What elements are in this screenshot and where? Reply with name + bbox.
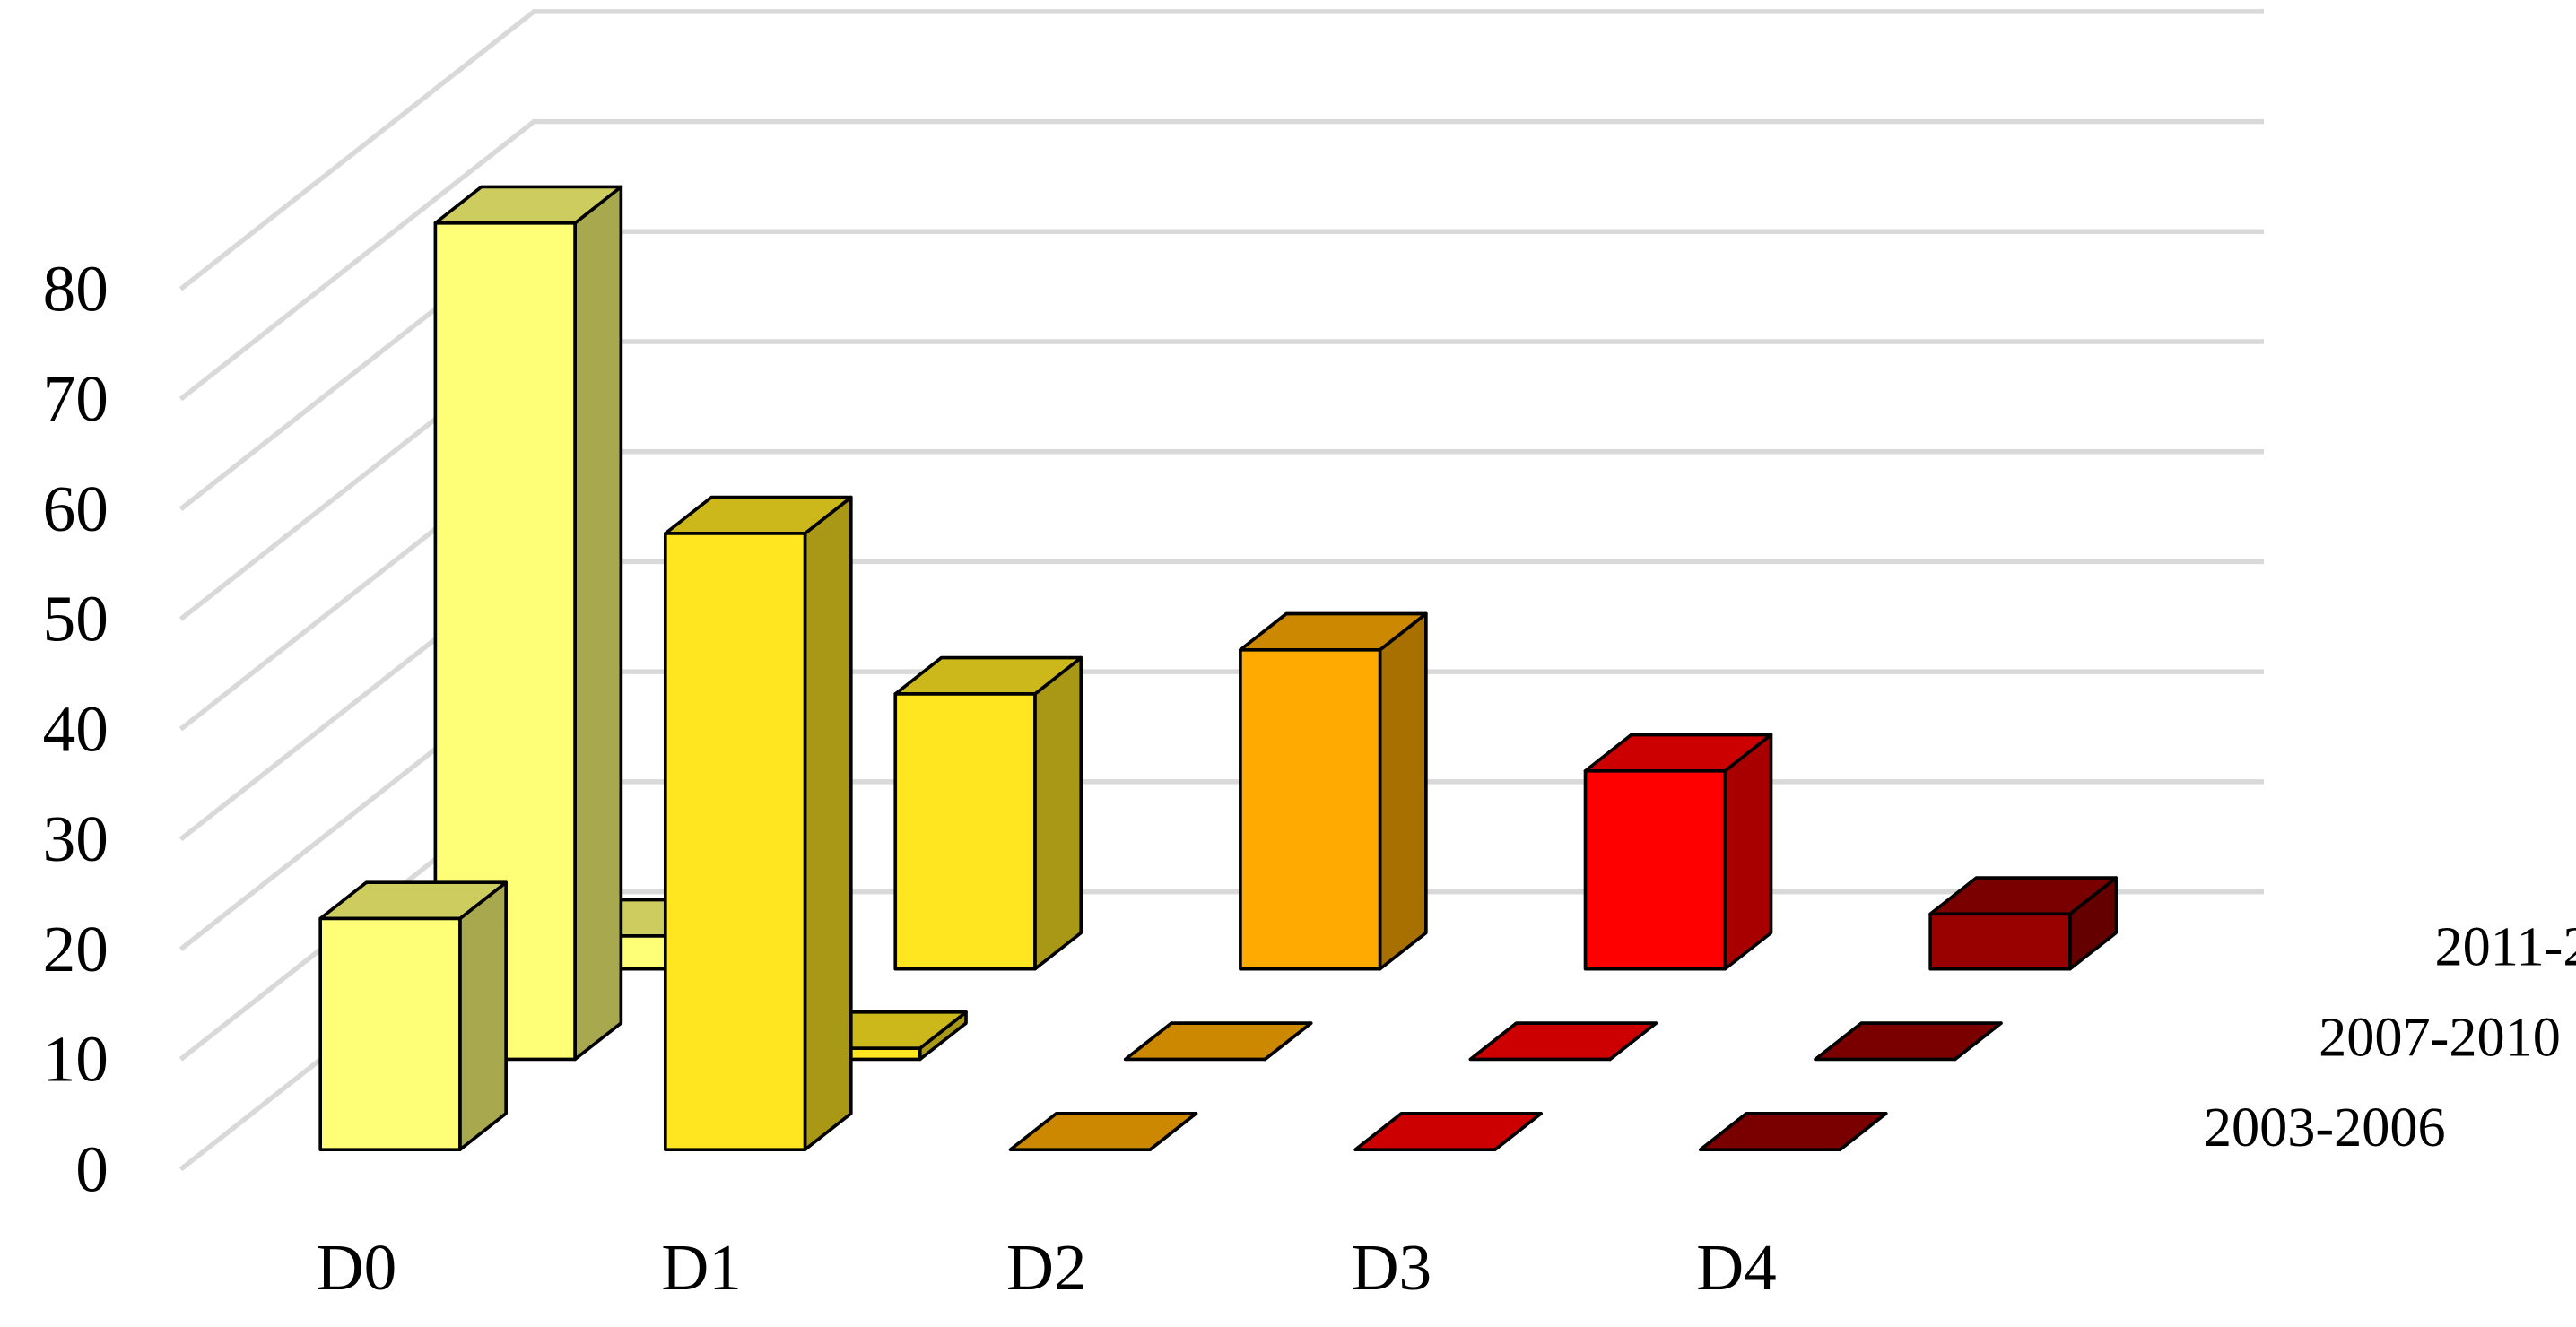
bar xyxy=(1583,768,1727,971)
bar xyxy=(663,532,807,1151)
bar-side xyxy=(573,185,623,1062)
y-tick-label: 10 xyxy=(43,1023,109,1096)
y-tick-label: 70 xyxy=(43,362,109,435)
bar-side xyxy=(1723,733,1773,971)
series-label: 2003-2006 xyxy=(2204,1097,2446,1158)
x-tick-label: D0 xyxy=(317,1231,397,1304)
x-tick-label: D1 xyxy=(661,1231,742,1304)
bar-top xyxy=(1698,1112,1888,1151)
bar xyxy=(1928,912,2072,971)
y-tick-label: 40 xyxy=(43,692,109,765)
grid-line xyxy=(178,118,2264,402)
grid-line xyxy=(178,9,2264,291)
bar xyxy=(893,692,1037,971)
bar-top xyxy=(1468,1021,1658,1062)
bar-side xyxy=(1033,655,1083,971)
y-tick-label: 60 xyxy=(43,473,109,545)
bar-side xyxy=(803,495,853,1151)
bar-top xyxy=(1123,1021,1313,1062)
bar-side xyxy=(458,880,508,1151)
y-tick-label: 50 xyxy=(43,583,109,655)
bar-top xyxy=(1353,1112,1543,1151)
bar xyxy=(1239,647,1382,971)
series-label: 2011-2014 xyxy=(2434,917,2576,978)
y-tick-label: 20 xyxy=(43,913,109,985)
bar-top xyxy=(1814,1021,2003,1062)
bar xyxy=(318,916,462,1151)
bar-side xyxy=(1378,611,1428,971)
x-tick-label: D2 xyxy=(1006,1231,1087,1304)
bar-top xyxy=(1008,1112,1198,1151)
series-label: 2007-2010 xyxy=(2319,1007,2561,1068)
x-tick-label: D4 xyxy=(1696,1231,1777,1304)
y-tick-label: 80 xyxy=(43,253,109,325)
y-tick-label: 30 xyxy=(43,802,109,875)
x-tick-label: D3 xyxy=(1352,1231,1432,1304)
y-tick-label: 0 xyxy=(75,1132,109,1205)
